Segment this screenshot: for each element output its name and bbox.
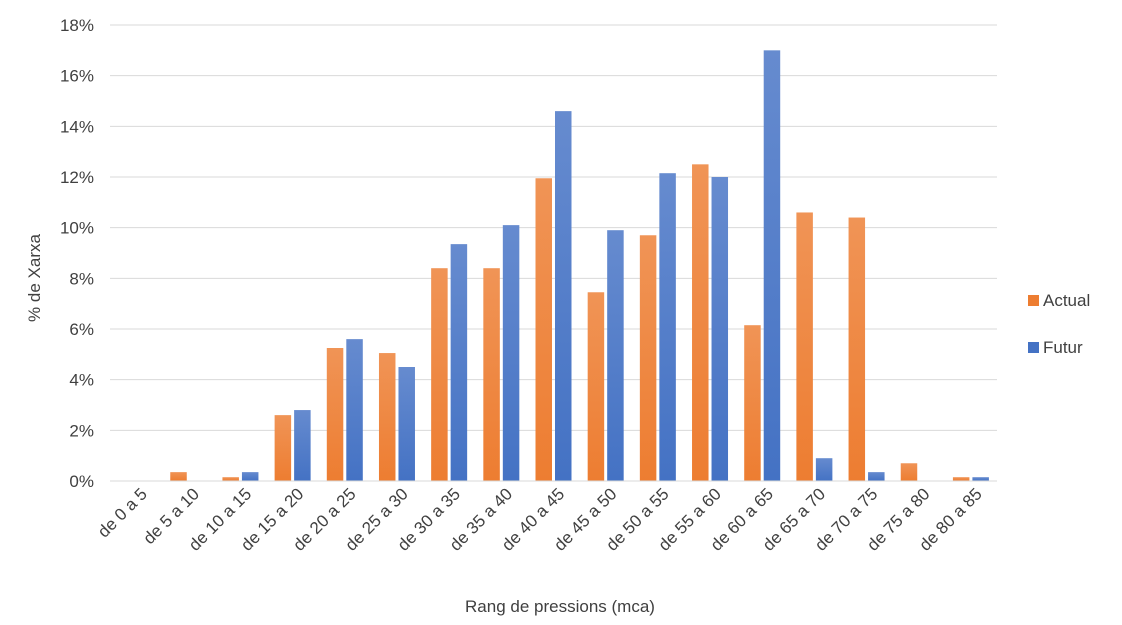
y-tick-label: 10% bbox=[60, 219, 94, 238]
bar-actual-7 bbox=[483, 268, 500, 481]
bar-futur-13 bbox=[815, 458, 833, 481]
bar-actual-5 bbox=[378, 353, 396, 481]
y-tick-label: 12% bbox=[60, 168, 94, 187]
bar-actual-1 bbox=[170, 472, 187, 481]
legend-swatch-futur bbox=[1028, 342, 1039, 353]
bar-actual-13 bbox=[796, 212, 813, 481]
bar-actual-8 bbox=[535, 178, 552, 481]
y-tick-label: 18% bbox=[60, 16, 94, 35]
bar-futur-5 bbox=[398, 367, 415, 481]
bar-actual-12 bbox=[744, 325, 761, 481]
y-axis-title: % de Xarxa bbox=[25, 234, 44, 322]
bar-futur-16 bbox=[972, 477, 989, 481]
bar-futur-11 bbox=[711, 177, 729, 481]
bar-actual-4 bbox=[326, 348, 344, 481]
bar-futur-3 bbox=[294, 410, 311, 481]
bar-futur-10 bbox=[659, 173, 676, 481]
legend-swatch-actual bbox=[1028, 295, 1039, 306]
bar-actual-14 bbox=[848, 217, 866, 482]
y-tick-label: 0% bbox=[69, 472, 94, 491]
x-axis-title: Rang de pressions (mca) bbox=[465, 597, 655, 616]
bar-futur-8 bbox=[555, 111, 572, 481]
legend: Actual Futur bbox=[1028, 291, 1090, 357]
bar-futur-6 bbox=[450, 244, 468, 481]
bar-futur-9 bbox=[607, 230, 624, 481]
y-tick-label: 2% bbox=[69, 421, 94, 440]
y-tick-labels: 0% 2% 4% 6% 8% 10% 12% 14% 16% 18% bbox=[60, 16, 94, 491]
y-tick-label: 14% bbox=[60, 117, 94, 136]
y-tick-label: 16% bbox=[60, 67, 94, 86]
bar-actual-11 bbox=[692, 164, 709, 482]
bar-actual-9 bbox=[587, 292, 605, 481]
bars bbox=[170, 50, 989, 482]
bar-futur-12 bbox=[763, 50, 781, 481]
bar-actual-6 bbox=[431, 268, 448, 481]
legend-label-actual: Actual bbox=[1043, 291, 1090, 310]
bar-futur-14 bbox=[868, 472, 885, 481]
bar-actual-10 bbox=[639, 235, 657, 481]
y-tick-label: 4% bbox=[69, 371, 94, 390]
y-tick-label: 8% bbox=[69, 269, 94, 288]
bar-futur-7 bbox=[502, 225, 520, 481]
bar-actual-3 bbox=[274, 415, 292, 481]
bar-futur-4 bbox=[346, 339, 363, 481]
bar-actual-15 bbox=[900, 463, 918, 481]
bar-actual-16 bbox=[952, 477, 970, 481]
gridlines bbox=[110, 24, 997, 431]
legend-label-futur: Futur bbox=[1043, 338, 1083, 357]
bar-futur-2 bbox=[241, 472, 259, 481]
y-tick-label: 6% bbox=[69, 320, 94, 339]
bar-actual-2 bbox=[222, 477, 239, 481]
